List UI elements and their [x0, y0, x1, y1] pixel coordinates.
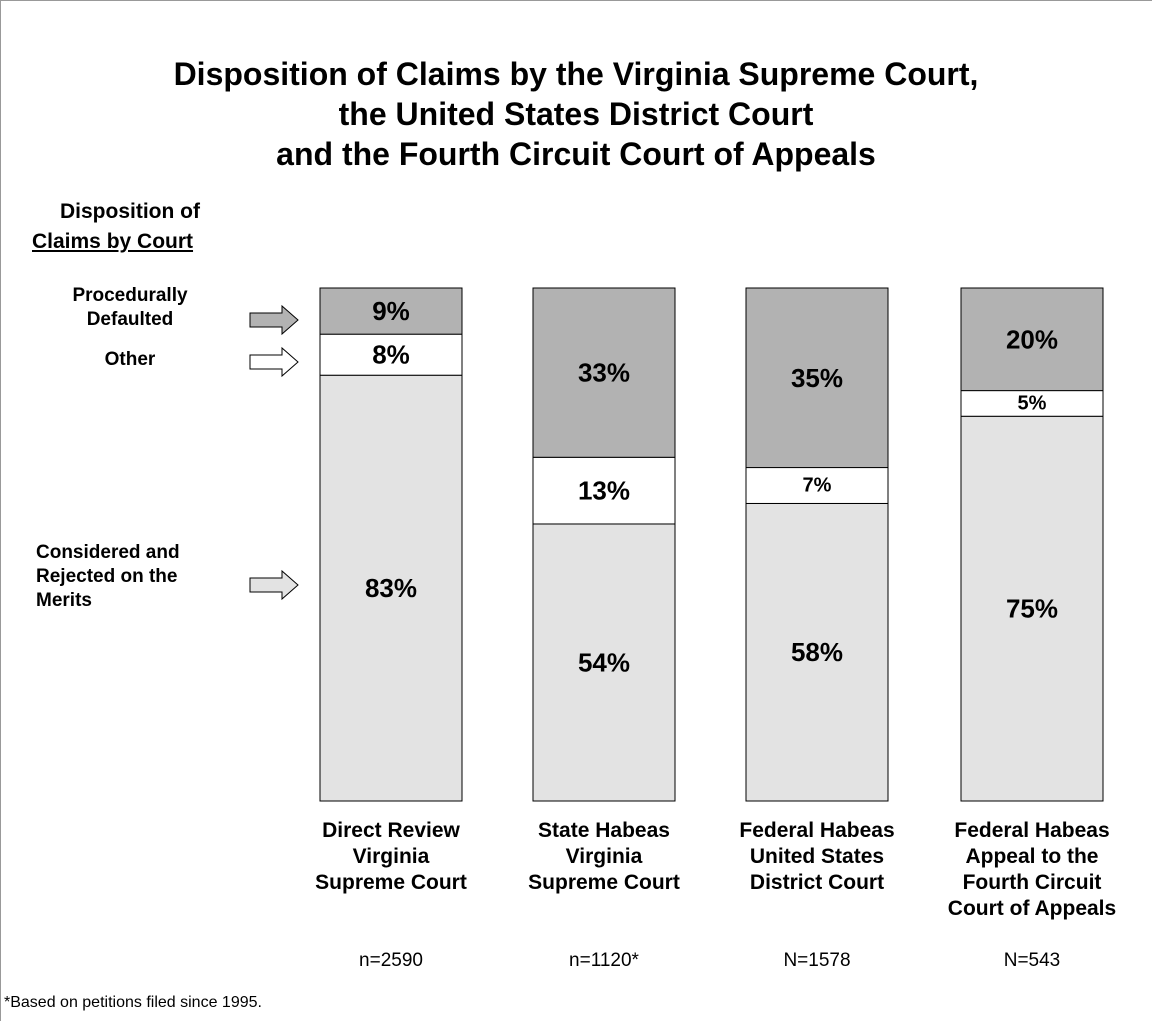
x-tick-label: Supreme Court — [315, 871, 467, 894]
x-tick-label: Appeal to the — [965, 845, 1099, 868]
legend-title: Claims by Court — [32, 230, 194, 253]
n-label: n=2590 — [359, 950, 423, 971]
n-label: N=1578 — [783, 950, 851, 971]
legend-label: Procedurally Defaulted — [72, 285, 188, 330]
chart-title: and the Fourth Circuit Court of Appeals — [276, 136, 876, 172]
legend-label: Considered and Rejected on the Merits — [36, 542, 180, 611]
x-tick-label: Virginia — [352, 845, 430, 868]
bar-segment — [319, 374, 463, 802]
bar-segment — [745, 287, 889, 469]
value-label: 13% — [578, 476, 630, 506]
value-label: 20% — [1006, 324, 1058, 354]
value-label: 75% — [1006, 594, 1058, 624]
legend-arrow — [249, 304, 299, 336]
x-tick-label: Direct Review — [322, 819, 460, 842]
value-label: 9% — [372, 296, 410, 326]
x-tick-label: Federal Habeas — [954, 819, 1110, 842]
x-tick-label: District Court — [749, 871, 885, 894]
bar-segment — [960, 287, 1104, 392]
n-label: n=1120* — [569, 950, 639, 971]
bar-segment — [532, 523, 676, 802]
x-tick-label: Virginia — [565, 845, 643, 868]
bar-segment — [319, 333, 463, 376]
bar-segment — [319, 287, 463, 335]
value-label: 8% — [372, 340, 410, 370]
legend-arrow — [249, 569, 299, 601]
value-label: 7% — [803, 475, 832, 497]
value-label: 54% — [578, 647, 630, 677]
footnote: *Based on petitions filed since 1995. — [4, 994, 262, 1011]
bar-segment — [532, 287, 676, 458]
x-tick-label: Court of Appeals — [947, 897, 1117, 920]
value-label: 33% — [578, 358, 630, 388]
x-tick-label: United States — [749, 845, 885, 868]
legend-arrow — [249, 346, 299, 378]
x-tick-label: State Habeas — [538, 819, 670, 842]
bar-segment — [960, 415, 1104, 802]
value-label: 35% — [791, 363, 843, 393]
legend-title: Disposition of — [60, 200, 200, 223]
bar-segment — [960, 390, 1104, 417]
bar-segment — [745, 467, 889, 504]
x-tick-label: Fourth Circuit — [962, 871, 1102, 894]
bar-segment — [532, 456, 676, 525]
chart-title: the United States District Court — [338, 96, 814, 132]
x-tick-label: Federal Habeas — [739, 819, 895, 842]
legend-label: Other — [104, 349, 156, 370]
value-label: 83% — [365, 573, 417, 603]
value-label: 5% — [1018, 392, 1047, 414]
x-tick-label: Supreme Court — [528, 871, 680, 894]
chart-title: Disposition of Claims by the Virginia Su… — [173, 56, 979, 92]
bar-segment — [745, 502, 889, 802]
n-label: N=543 — [1003, 950, 1061, 971]
value-label: 58% — [791, 637, 843, 667]
